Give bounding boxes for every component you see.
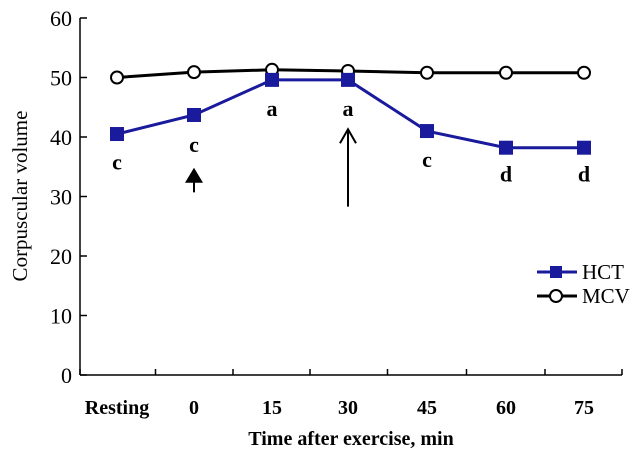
annotations: c c a a c d d	[112, 96, 590, 207]
legend-item-hct: HCT	[537, 260, 624, 284]
data-point-mcv	[577, 65, 591, 80]
data-point-mcv	[420, 65, 434, 80]
x-tick-label: 30	[338, 397, 358, 419]
x-tick-label: 45	[417, 397, 437, 419]
legend-marker	[549, 289, 563, 303]
y-tick-label: 60	[50, 6, 72, 31]
significance-label: a	[267, 96, 278, 121]
y-tick-label: 0	[61, 363, 72, 388]
x-tick-label: 0	[189, 397, 199, 419]
significance-label: c	[422, 147, 432, 172]
x-tick-label: Resting	[85, 397, 149, 419]
data-point-hct	[110, 127, 124, 142]
y-axis-label: Corpuscular volume	[8, 111, 32, 282]
x-tick-label: 75	[574, 397, 594, 419]
axes: 0 10 20 30 40 50 60 Resting 0 15 30 45 60 75	[50, 6, 623, 419]
data-point-hct	[499, 140, 513, 155]
data-point-hct	[577, 140, 591, 155]
significance-label: d	[500, 162, 512, 187]
legend-item-mcv: MCV	[537, 284, 630, 308]
significance-label: c	[112, 150, 122, 175]
series-lines	[110, 62, 591, 155]
x-axis-label: Time after exercise, min	[248, 428, 454, 450]
data-point-hct	[420, 124, 434, 139]
data-point-hct	[265, 72, 279, 87]
y-tick-label: 50	[50, 66, 72, 91]
data-point-mcv	[187, 65, 201, 80]
data-point-hct	[187, 107, 201, 122]
arrow-head	[339, 127, 357, 144]
y-tick-label: 20	[50, 244, 72, 269]
significance-label: a	[343, 96, 354, 121]
data-point-hct	[341, 72, 355, 87]
x-tick-label: 15	[262, 397, 282, 419]
legend-label: HCT	[582, 260, 624, 284]
significance-label: c	[189, 132, 199, 157]
x-tick-label: 60	[496, 397, 516, 419]
significance-label: d	[578, 162, 590, 187]
data-point-mcv	[499, 65, 513, 80]
y-tick-label: 10	[50, 304, 72, 329]
legend-marker	[550, 266, 562, 278]
legend-label: MCV	[582, 284, 630, 308]
data-point-mcv	[110, 70, 124, 85]
series-mcv	[110, 62, 591, 85]
arrow-head	[185, 167, 203, 183]
y-tick-label: 30	[50, 185, 72, 210]
series-hct	[110, 72, 591, 155]
y-tick-label: 40	[50, 125, 72, 150]
